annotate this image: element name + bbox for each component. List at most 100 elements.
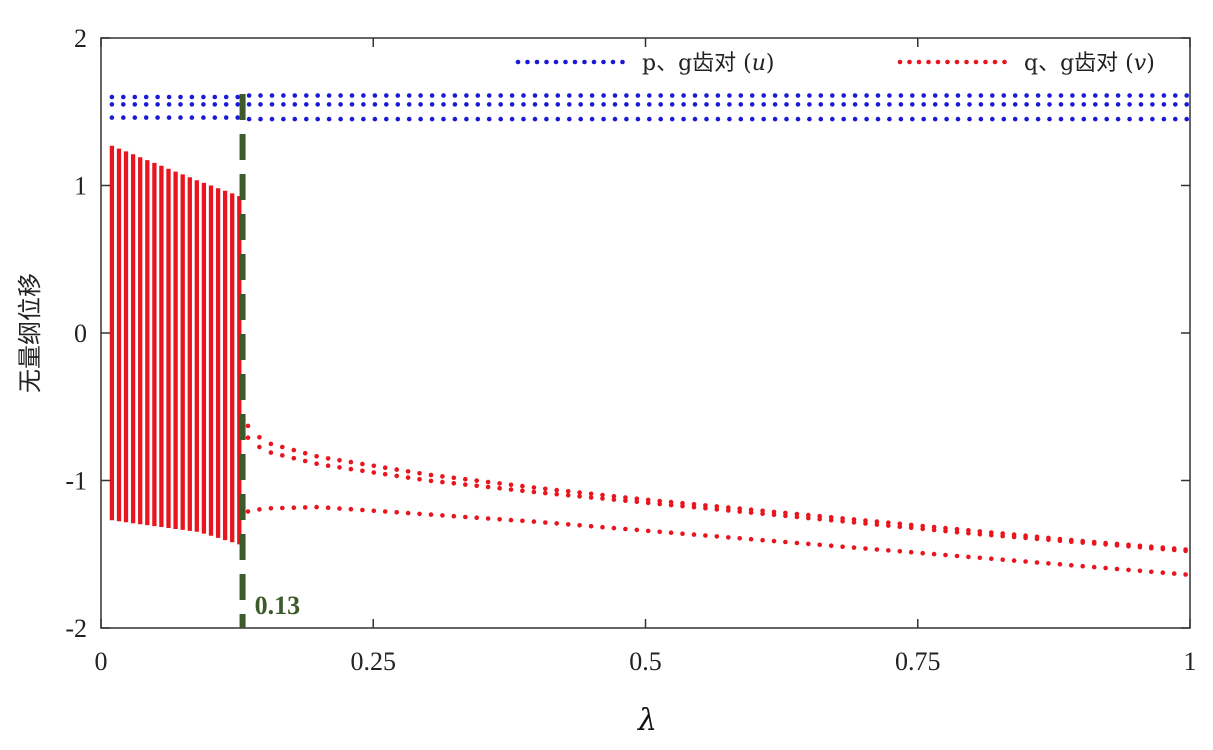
data-point: [784, 116, 789, 122]
data-point: [1160, 570, 1166, 575]
series-1: [109, 93, 1189, 122]
data-point: [863, 521, 868, 526]
axis-ticks: 0 0.25 0.5 0.75 1 -2 -1 0 1 2: [65, 24, 1196, 676]
data-point: [1171, 571, 1177, 576]
data-point: [875, 116, 881, 122]
data-point: [178, 102, 183, 107]
data-point: [875, 93, 881, 98]
data-point: [544, 93, 549, 98]
data-point: [1184, 102, 1189, 107]
data-point: [428, 478, 434, 484]
data-point: [990, 116, 995, 122]
legend-marker: [544, 59, 549, 65]
data-point: [920, 550, 925, 556]
data-point: [704, 102, 709, 107]
data-point: [1069, 563, 1074, 568]
data-point: [372, 93, 378, 98]
data-point: [417, 471, 422, 476]
data-point: [1126, 544, 1131, 549]
legend-marker: [601, 59, 606, 65]
data-point: [1173, 93, 1178, 98]
data-point: [235, 94, 240, 100]
data-point: [783, 539, 788, 545]
data-point: [1138, 93, 1144, 98]
data-point: [737, 536, 742, 541]
y-tick-label: 0: [74, 319, 87, 348]
data-point: [851, 520, 857, 525]
data-point: [1011, 558, 1017, 563]
data-point: [807, 102, 812, 107]
data-point: [910, 116, 915, 122]
data-point: [943, 528, 948, 534]
data-point: [897, 549, 903, 554]
data-point: [223, 115, 229, 120]
data-point: [532, 102, 538, 107]
data-point: [405, 475, 411, 480]
data-point: [405, 510, 411, 516]
data-point: [360, 507, 365, 513]
data-point: [681, 102, 686, 107]
data-point: [1035, 93, 1041, 98]
data-point: [806, 515, 811, 521]
data-point: [874, 547, 880, 552]
data-point: [737, 509, 742, 514]
data-point: [715, 102, 721, 107]
data-point: [212, 115, 218, 120]
data-point: [1024, 116, 1029, 122]
chaotic-region: [109, 145, 242, 545]
data-point: [1070, 93, 1075, 98]
data-point: [589, 102, 595, 107]
data-point: [760, 511, 765, 516]
data-point: [1080, 563, 1085, 569]
data-point: [681, 116, 686, 122]
data-point: [451, 513, 457, 519]
legend-label: q、g齿对 (v): [1024, 51, 1155, 76]
data-point: [738, 116, 744, 122]
data-point: [521, 116, 526, 122]
data-point: [908, 549, 914, 555]
data-point: [978, 102, 984, 107]
data-point: [280, 505, 285, 511]
data-point: [1024, 102, 1029, 107]
data-point: [852, 116, 858, 122]
data-point: [1047, 93, 1052, 98]
data-point: [521, 93, 526, 98]
data-point: [795, 102, 801, 107]
data-point: [852, 93, 858, 98]
legend-marker: [897, 59, 903, 65]
data-point: [1058, 93, 1064, 98]
data-point: [257, 507, 262, 512]
data-point: [990, 93, 995, 98]
data-point: [520, 518, 525, 524]
data-point: [726, 535, 731, 540]
data-point: [864, 93, 869, 98]
data-point: [532, 116, 538, 122]
data-point: [567, 102, 572, 107]
data-point: [395, 116, 401, 122]
data-point: [452, 102, 458, 107]
data-point: [1035, 116, 1041, 122]
data-point: [589, 116, 595, 122]
data-point: [898, 116, 904, 122]
data-point: [348, 506, 354, 512]
data-point: [691, 532, 697, 537]
data-point: [887, 102, 892, 107]
data-point: [657, 501, 662, 507]
data-point: [932, 93, 938, 98]
data-point: [864, 102, 869, 107]
data-point: [727, 116, 732, 122]
legend-marker: [926, 59, 931, 65]
data-point: [830, 93, 835, 98]
data-point: [1150, 102, 1155, 107]
data-point: [1093, 116, 1098, 122]
legend-item-1: p、g齿对 (u): [515, 51, 775, 76]
data-point: [257, 435, 262, 440]
data-point: [714, 534, 720, 539]
data-point: [886, 523, 891, 528]
data-point: [1184, 93, 1189, 98]
data-point: [463, 476, 468, 482]
data-point: [440, 474, 445, 479]
data-point: [475, 116, 481, 122]
data-point: [611, 525, 617, 531]
